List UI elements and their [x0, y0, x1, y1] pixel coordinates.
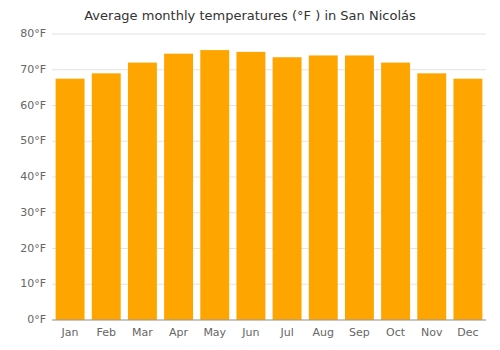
y-tick-label: 50°F: [20, 134, 46, 147]
y-tick-label: 10°F: [20, 277, 46, 290]
x-tick-label: Dec: [457, 326, 478, 339]
bar: [200, 50, 229, 320]
x-tick-label: Mar: [132, 326, 153, 339]
bar: [56, 79, 85, 320]
bar: [453, 79, 482, 320]
bar: [164, 54, 193, 320]
x-tick-label: Jul: [279, 326, 293, 339]
y-tick-label: 70°F: [20, 63, 46, 76]
x-tick-label: Aug: [313, 326, 334, 339]
x-tick-label: Apr: [169, 326, 189, 339]
bar: [236, 52, 265, 320]
bar: [417, 73, 446, 320]
y-tick-label: 80°F: [20, 27, 46, 40]
grid-line: [52, 69, 486, 70]
x-axis-line: [52, 320, 486, 321]
y-tick-label: 30°F: [20, 206, 46, 219]
x-tick-label: May: [203, 326, 226, 339]
x-tick-label: Jan: [61, 326, 79, 339]
grid-line: [52, 320, 486, 321]
x-tick-label: Sep: [349, 326, 370, 339]
grid: [52, 34, 486, 320]
bar: [92, 73, 121, 320]
title: Average monthly temperatures (°F ) in Sa…: [84, 8, 416, 23]
x-axis: Jan Feb Mar Apr May Jun Jul Aug Sep Oct Nov Dec: [61, 326, 479, 339]
bars: [56, 50, 483, 320]
bar: [273, 57, 302, 320]
bar: [309, 55, 338, 320]
bar: [381, 63, 410, 320]
y-tick-label: 0°F: [27, 313, 46, 326]
x-tick-label: Jun: [241, 326, 259, 339]
grid-line: [52, 34, 486, 35]
x-tick-label: Oct: [386, 326, 406, 339]
chart: 0°F 10°F 20°F 30°F 40°F 50°F 60°F 70°F 80°F Jan Fe…: [0, 0, 500, 350]
bar: [345, 55, 374, 320]
y-tick-label: 60°F: [20, 99, 46, 112]
x-tick-label: Nov: [421, 326, 443, 339]
y-tick-label: 40°F: [20, 170, 46, 183]
y-axis: 0°F 10°F 20°F 30°F 40°F 50°F 60°F 70°F 80°F: [20, 27, 46, 326]
x-tick-label: Feb: [97, 326, 116, 339]
bar: [128, 63, 157, 320]
y-tick-label: 20°F: [20, 242, 46, 255]
